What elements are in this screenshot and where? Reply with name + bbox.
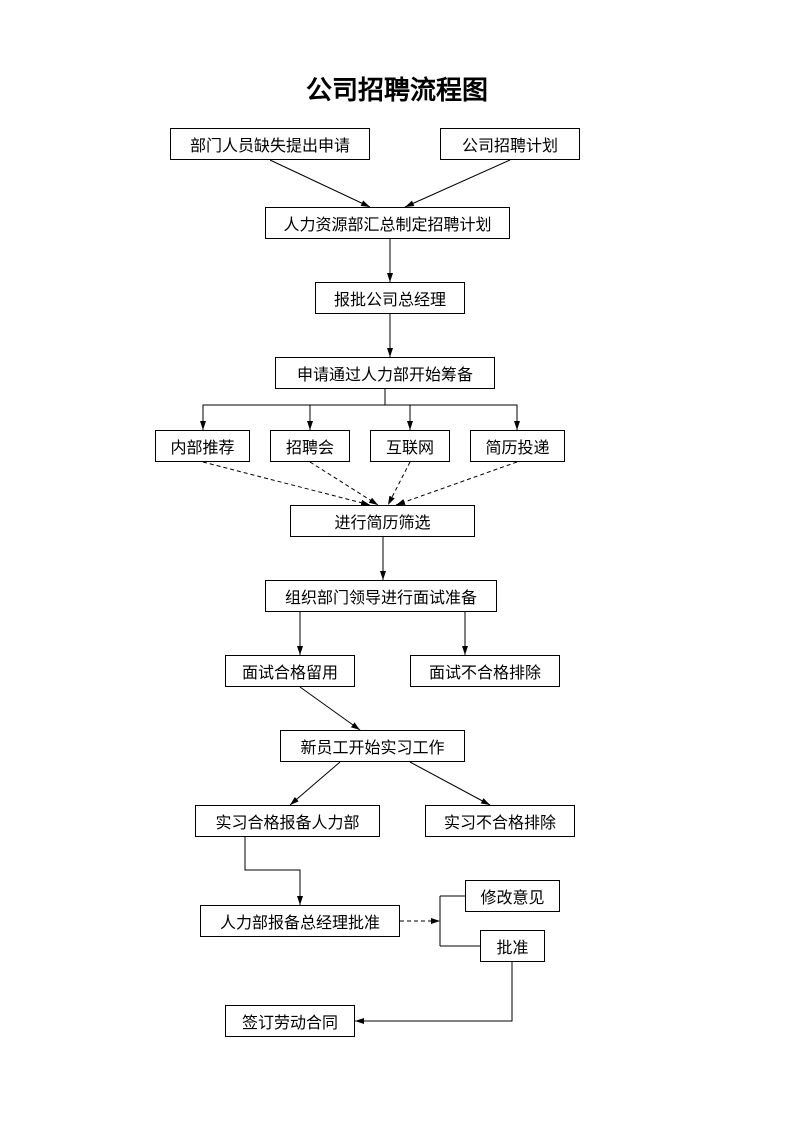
flowchart-node-n5: 申请通过人力部开始筹备 [275, 357, 495, 389]
flowchart-node-n1: 部门人员缺失提出申请 [170, 128, 370, 160]
flowchart-node-n14: 新员工开始实习工作 [280, 730, 465, 762]
flowchart-node-n3: 人力资源部汇总制定招聘计划 [265, 207, 510, 239]
flowchart-node-n18: 修改意见 [465, 880, 560, 912]
flowchart-node-n6: 内部推荐 [155, 430, 250, 462]
flowchart-node-n19: 批准 [480, 930, 545, 962]
flowchart-node-n10: 进行简历筛选 [290, 505, 475, 537]
page-title: 公司招聘流程图 [0, 70, 794, 107]
flowchart-node-n7: 招聘会 [270, 430, 350, 462]
flowchart-node-n15: 实习合格报备人力部 [195, 805, 380, 837]
flowchart-node-n20: 签订劳动合同 [225, 1005, 355, 1037]
flowchart-node-n13: 面试不合格排除 [410, 655, 560, 687]
flowchart-node-n12: 面试合格留用 [225, 655, 355, 687]
flowchart-node-n8: 互联网 [370, 430, 450, 462]
flowchart-node-n17: 人力部报备总经理批准 [200, 905, 400, 937]
flowchart-node-n2: 公司招聘计划 [440, 128, 580, 160]
flowchart-node-n4: 报批公司总经理 [315, 282, 465, 314]
flowchart-node-n9: 简历投递 [470, 430, 565, 462]
flowchart-node-n16: 实习不合格排除 [425, 805, 575, 837]
flowchart-edges [0, 0, 794, 1123]
flowchart-node-n11: 组织部门领导进行面试准备 [265, 580, 497, 612]
